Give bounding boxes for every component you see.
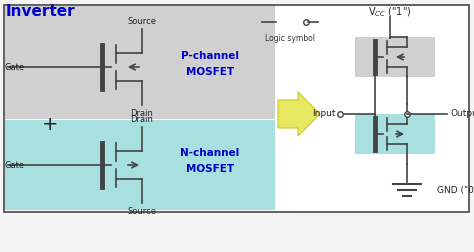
Text: Drain: Drain — [130, 114, 154, 123]
Text: Inverter: Inverter — [6, 4, 76, 19]
Text: Gate: Gate — [5, 161, 25, 170]
Text: Source: Source — [128, 16, 156, 25]
Text: Logic symbol: Logic symbol — [265, 34, 315, 43]
Text: V$_{CC}$ ("1"): V$_{CC}$ ("1") — [368, 5, 412, 19]
Text: MOSFET: MOSFET — [186, 67, 234, 77]
FancyBboxPatch shape — [355, 37, 435, 77]
Text: +: + — [42, 114, 58, 134]
FancyBboxPatch shape — [5, 6, 275, 119]
FancyArrow shape — [278, 92, 320, 136]
Text: Gate: Gate — [5, 62, 25, 72]
Text: Source: Source — [128, 206, 156, 215]
FancyBboxPatch shape — [5, 120, 275, 210]
Text: Input: Input — [312, 110, 336, 118]
Text: N-channel: N-channel — [181, 148, 240, 158]
FancyBboxPatch shape — [4, 5, 469, 212]
Text: MOSFET: MOSFET — [186, 164, 234, 174]
Text: Drain: Drain — [130, 109, 154, 117]
Text: P-channel: P-channel — [181, 51, 239, 61]
Text: Output: Output — [451, 110, 474, 118]
Text: GND ("0"): GND ("0") — [437, 185, 474, 195]
FancyBboxPatch shape — [355, 114, 435, 154]
